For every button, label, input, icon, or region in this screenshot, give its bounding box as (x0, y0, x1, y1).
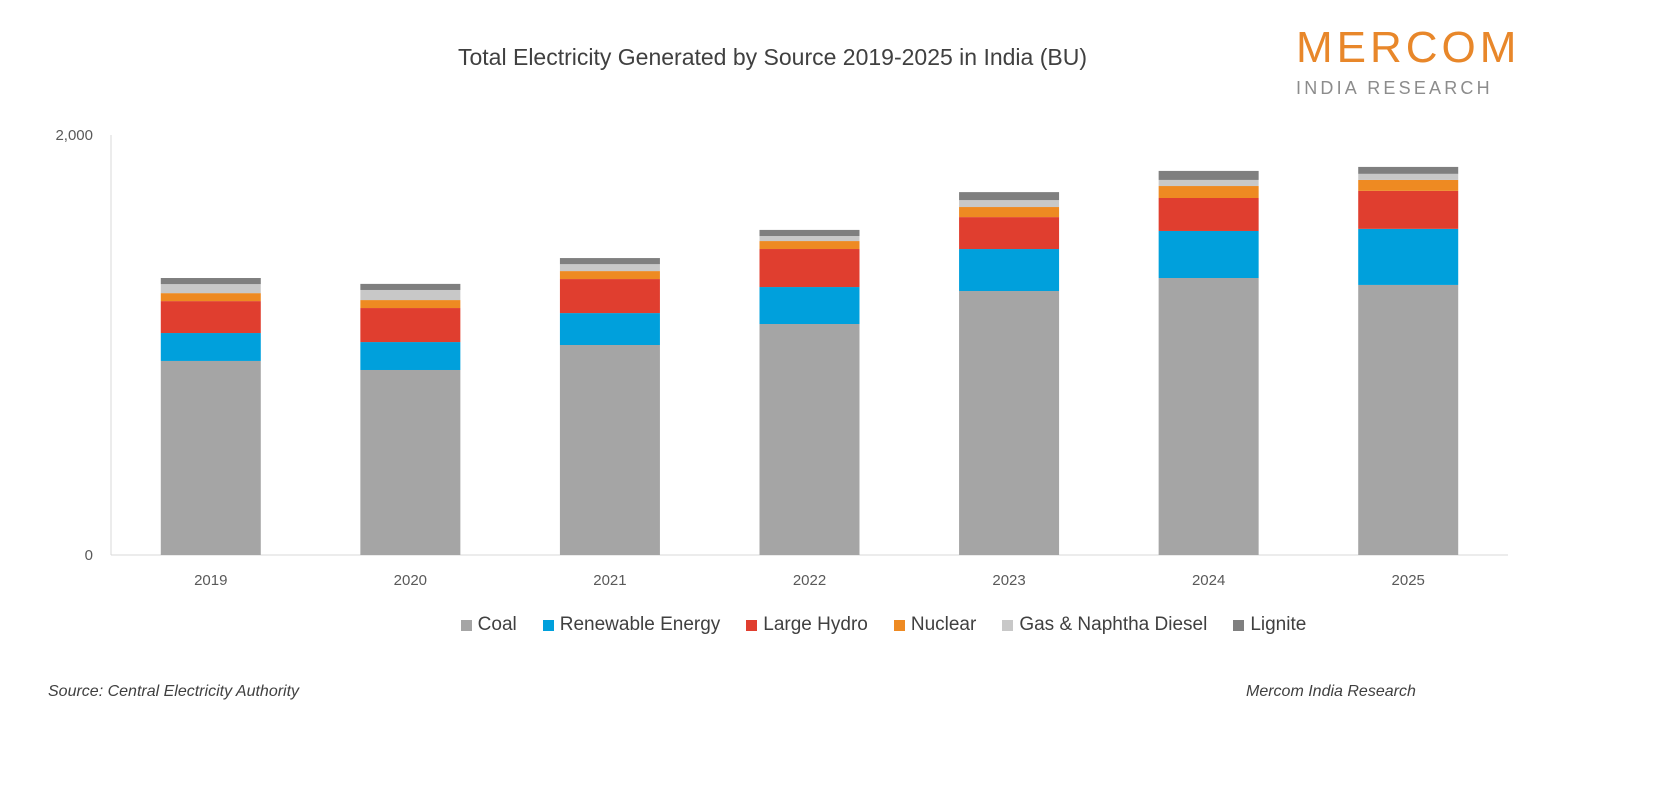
bar-segment-gas-naphtha-diesel (959, 200, 1060, 208)
bar-segment-large-hydro (1358, 190, 1459, 229)
legend-swatch (460, 619, 472, 631)
bar-segment-coal (559, 345, 660, 555)
x-tick-label: 2019 (194, 572, 227, 589)
x-tick-label: 2020 (394, 572, 427, 589)
x-tick-label: 2023 (992, 572, 1025, 589)
bar-segment-nuclear (959, 207, 1060, 218)
legend-item: Renewable Energy (542, 614, 721, 636)
chart-title: Total Electricity Generated by Source 20… (458, 44, 1087, 70)
bar-segment-gas-naphtha-diesel (759, 236, 860, 242)
bar-segment-coal (959, 291, 1060, 555)
bar-segment-nuclear (559, 271, 660, 280)
legend-label: Coal (477, 614, 517, 635)
bar-segment-large-hydro (160, 301, 261, 334)
bar-segment-lignite (759, 229, 860, 237)
bar-segment-renewable-energy (759, 287, 860, 324)
x-tick-label: 2021 (593, 572, 626, 589)
bar-segment-lignite (959, 192, 1060, 201)
legend-item: Large Hydro (746, 614, 868, 636)
bar-segment-nuclear (160, 293, 261, 302)
legend-label: Nuclear (910, 614, 977, 635)
bar-segment-renewable-energy (160, 333, 261, 361)
x-tick-label: 2024 (1192, 572, 1225, 589)
legend-swatch (1002, 619, 1014, 631)
bar-segment-coal (1358, 284, 1459, 555)
bar-segment-lignite (160, 278, 261, 285)
bar-segment-large-hydro (959, 217, 1060, 250)
bar-segment-lignite (1158, 170, 1259, 180)
legend-item: Gas & Naphtha Diesel (1002, 614, 1207, 636)
bar-segment-renewable-energy (559, 313, 660, 345)
bar-segment-gas-naphtha-diesel (160, 284, 261, 294)
bar-segment-nuclear (1158, 186, 1259, 198)
legend-swatch (746, 619, 758, 631)
logo-brand: MERCOM (1296, 23, 1521, 72)
bar-segment-large-hydro (360, 308, 461, 343)
legend: Coal Renewable Energy Large Hydro Nuclear Ga… (0, 614, 1677, 636)
bar-segment-renewable-energy (360, 342, 461, 370)
legend-label: Gas & Naphtha Diesel (1019, 614, 1208, 635)
legend-swatch (1233, 619, 1245, 631)
mercom-logo: MERCOM INDIA RESEARCH (1296, 26, 1520, 99)
credit-note: Mercom India Research (1246, 683, 1416, 700)
legend-item: Lignite (1233, 614, 1306, 636)
y-tick-label: 0 (85, 547, 93, 564)
bar-segment-lignite (559, 258, 660, 265)
bar-segment-lignite (360, 283, 461, 290)
bar-segment-large-hydro (759, 249, 860, 288)
logo-subtitle: INDIA RESEARCH (1296, 78, 1493, 98)
legend-item: Coal (460, 614, 517, 636)
legend-item: Nuclear (893, 614, 977, 636)
legend-swatch (542, 619, 554, 631)
bar-segment-renewable-energy (1358, 228, 1459, 285)
bar-segment-gas-naphtha-diesel (1158, 179, 1259, 187)
legend-swatch (893, 619, 905, 631)
bar-segment-nuclear (360, 300, 461, 309)
bar-segment-large-hydro (559, 279, 660, 314)
bar-segment-lignite (1358, 166, 1459, 174)
x-tick-label: 2022 (793, 572, 826, 589)
bar-segment-gas-naphtha-diesel (1358, 173, 1459, 180)
bar-segment-gas-naphtha-diesel (360, 289, 461, 301)
x-tick-label: 2025 (1392, 572, 1425, 589)
source-note: Source: Central Electricity Authority (48, 683, 300, 700)
bar-segment-coal (160, 360, 261, 555)
legend-label: Lignite (1250, 614, 1307, 635)
bar-segment-nuclear (1358, 179, 1459, 191)
bar-segment-renewable-energy (959, 249, 1060, 292)
y-tick-label: 2,000 (55, 127, 93, 144)
legend-label: Large Hydro (763, 614, 868, 635)
bar-segment-coal (360, 369, 461, 555)
legend-label: Renewable Energy (559, 614, 721, 635)
bar-segment-gas-naphtha-diesel (559, 264, 660, 272)
bar-segment-nuclear (759, 241, 860, 250)
bar-segment-large-hydro (1158, 198, 1259, 231)
bar-segment-coal (759, 324, 860, 555)
bar-segment-renewable-energy (1158, 230, 1259, 279)
bar-segment-coal (1158, 278, 1259, 555)
